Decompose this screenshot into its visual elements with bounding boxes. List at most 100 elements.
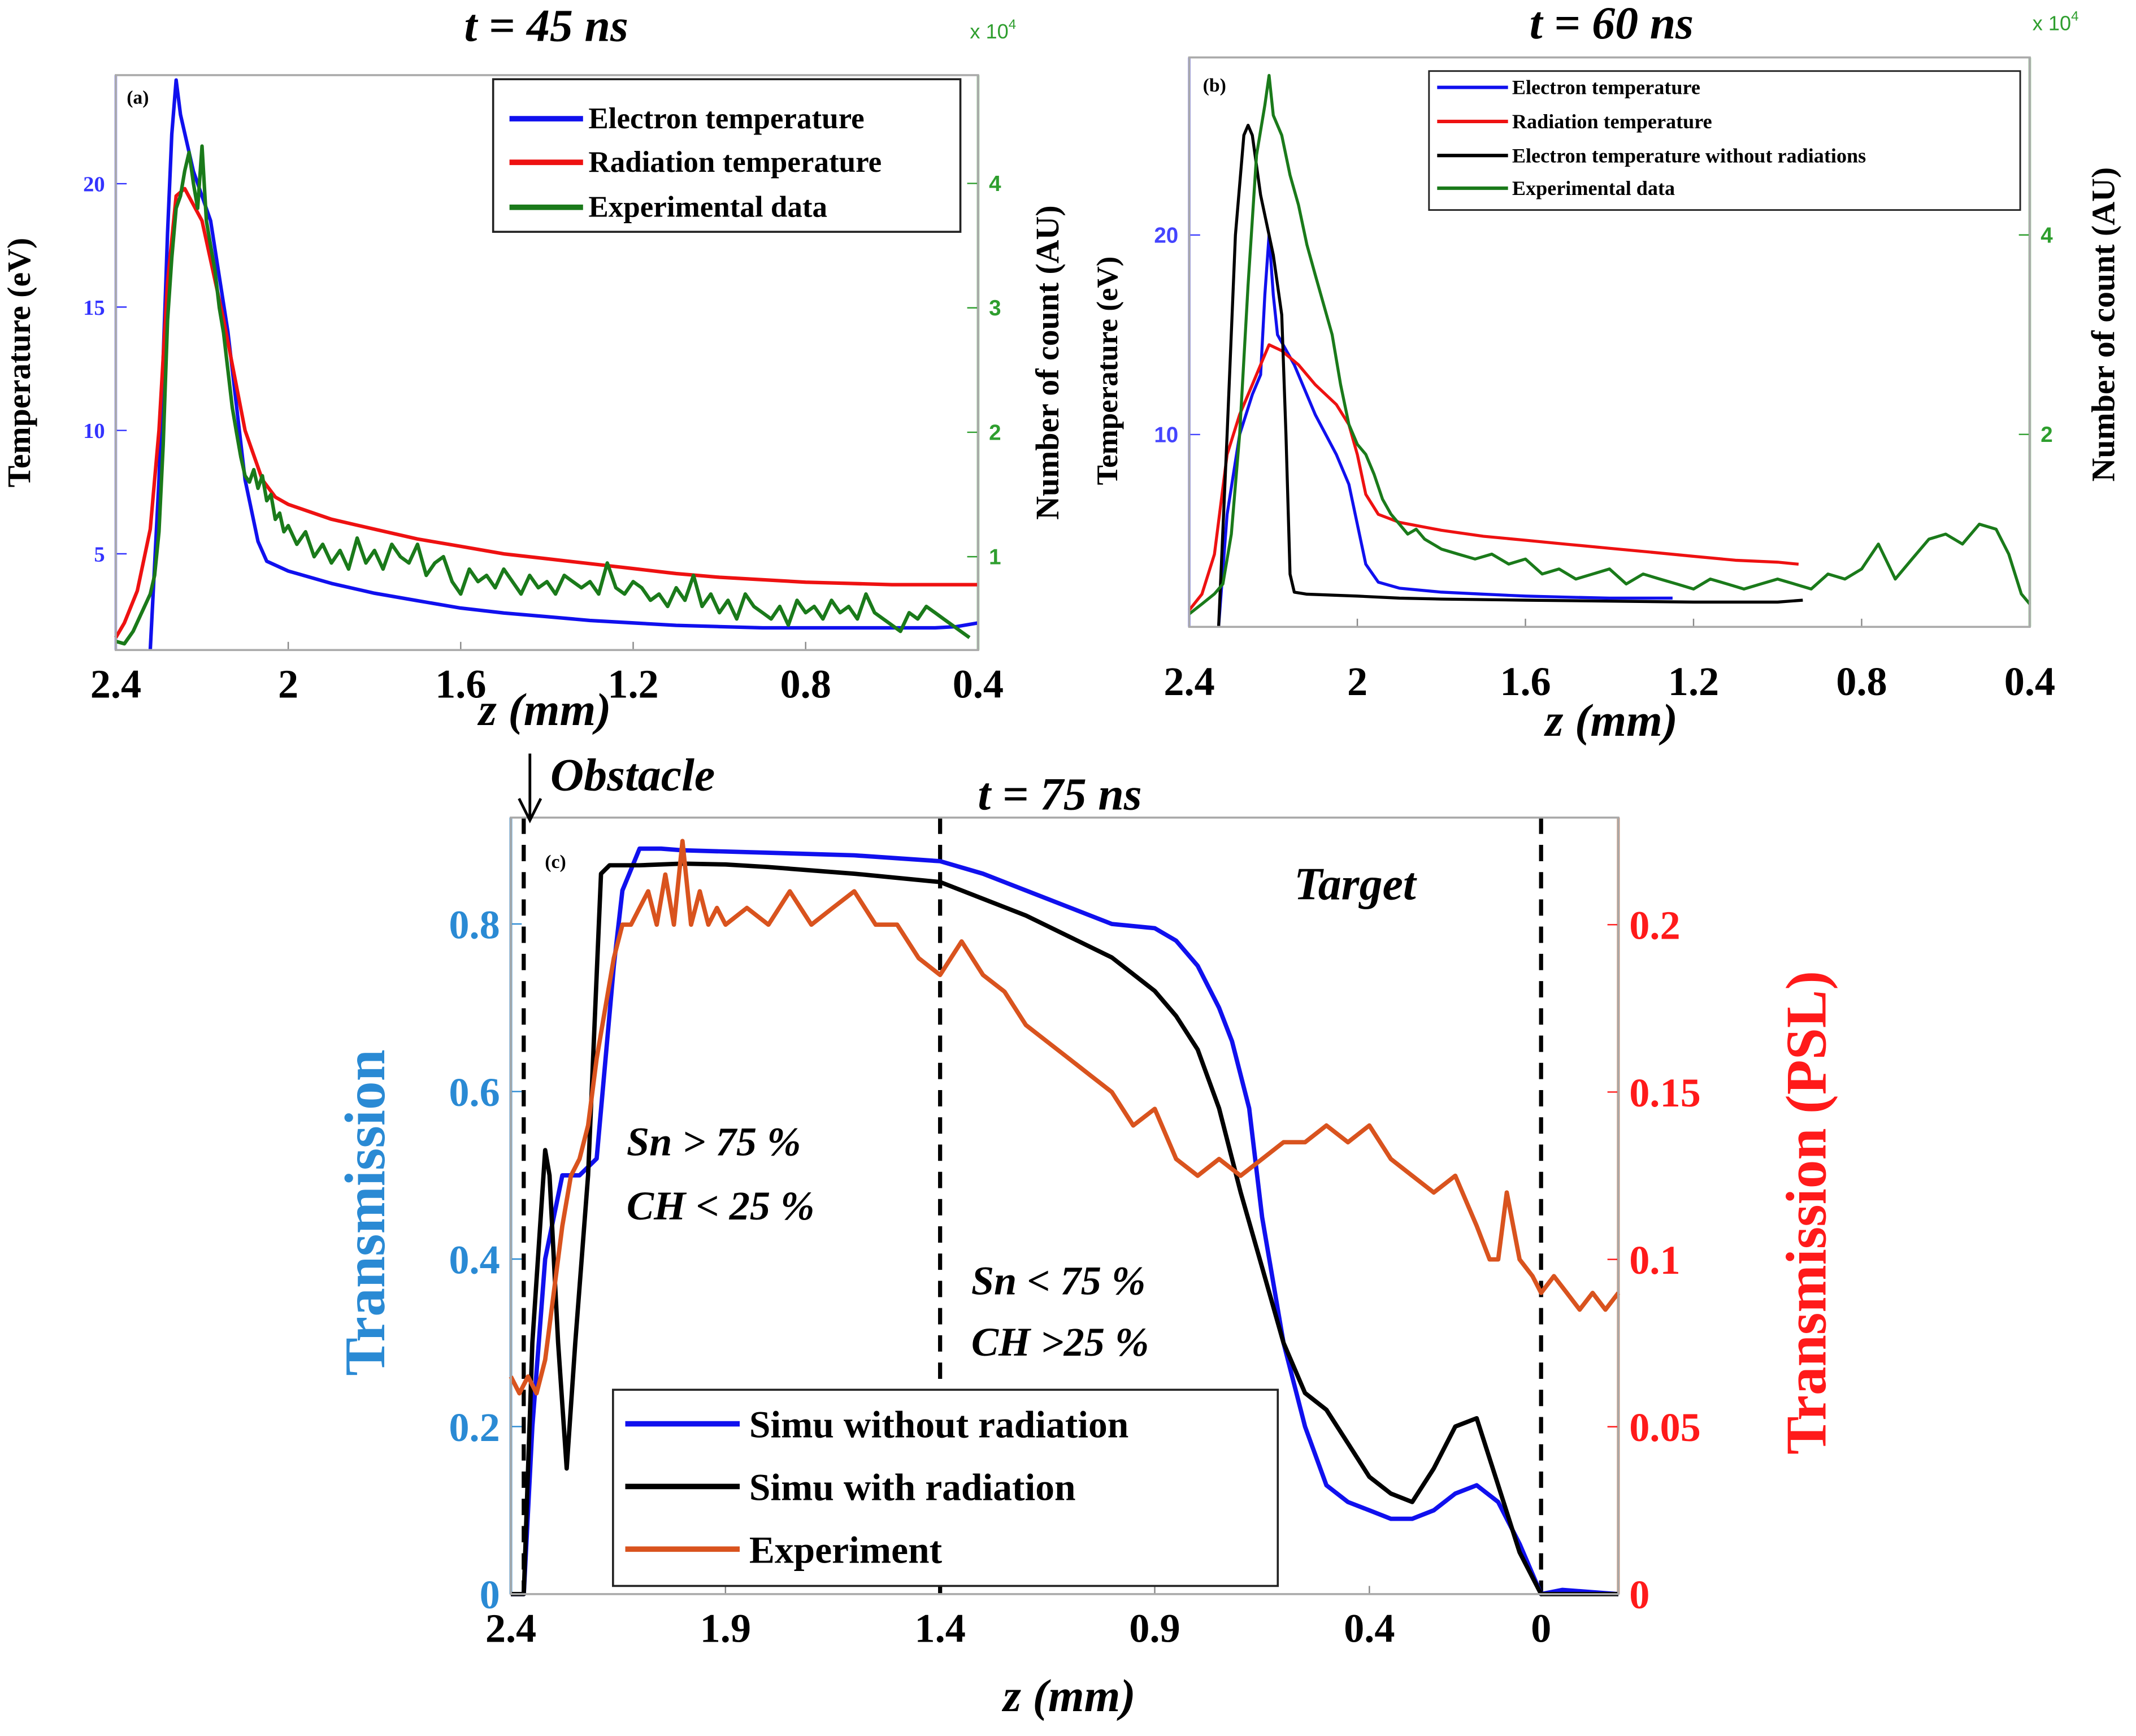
panel-a: t = 45 ns 2.4 2 1.6 1.2 0.8 0.4 5 10 15 20 1 2 3 4 (a…	[1, 0, 1066, 735]
obstacle-arrow-icon	[518, 753, 542, 824]
panel-a-ylabel: Temperature (eV)	[1, 238, 37, 488]
panel-c-dashed-lines	[522, 817, 1543, 1594]
y2-tick-label: 0.05	[1629, 1405, 1701, 1450]
y-tick-label: 0.6	[449, 1070, 500, 1115]
panel-b-xlabel: z (mm)	[1544, 695, 1678, 746]
x-tick-label: 1.2	[1668, 659, 1719, 704]
y2-tick-label: 0.1	[1629, 1238, 1680, 1283]
y-tick-label: 20	[1154, 223, 1178, 248]
series-line-simu-with-radiation	[511, 861, 1618, 1596]
y-tick-label: 0	[480, 1572, 500, 1617]
panel-c-ticks: 2.4 1.9 1.4 0.9 0.4 0 0 0.2 0.4 0.6 0.8 0 0.05 0.1 0.1…	[449, 817, 1701, 1651]
x-tick-label: 2	[1347, 659, 1367, 704]
panel-c-label: (c)	[545, 852, 566, 873]
x-tick-label: 1.9	[700, 1605, 751, 1651]
legend-label-radiation: Radiation temperature	[588, 146, 882, 179]
legend-box	[1428, 70, 2021, 211]
x-tick-label: 1.2	[607, 662, 658, 707]
panel-a-xlabel: z (mm)	[477, 684, 611, 735]
x-tick-label: 2.4	[1163, 659, 1214, 704]
x-tick-label: 0.9	[1129, 1605, 1180, 1651]
panel-b-legend: Electron temperature Radiation temperatu…	[1428, 70, 2021, 211]
series-line-radiation-temperature	[114, 186, 978, 639]
panel-b-y2label: Number of count (AU)	[2085, 167, 2121, 481]
annotation-ch-high: CH >25 %	[971, 1320, 1149, 1365]
y2-tick-label: 3	[989, 296, 1001, 320]
series-line-simu-without-radiation	[511, 846, 1619, 1596]
series-line-radiation-temperature	[1188, 343, 1799, 611]
panel-a-label: (a)	[127, 88, 149, 108]
annotation-sn-low: Sn < 75 %	[971, 1258, 1145, 1304]
y-tick-label: 0.4	[449, 1237, 500, 1282]
x-tick-label: 2.4	[90, 662, 141, 707]
annotation-sn-high: Sn > 75 %	[627, 1119, 801, 1165]
y2-tick-label: 1	[989, 545, 1001, 570]
panel-a-curves	[114, 78, 979, 650]
legend-label-experimental: Experimental data	[588, 191, 827, 224]
legend-label-radiation: Radiation temperature	[1512, 110, 1712, 133]
series-line-experimental-data	[115, 144, 971, 646]
panel-a-title: t = 45 ns	[464, 0, 628, 51]
y2-tick-label: 2	[2041, 423, 2052, 447]
series-line-electron-temperature-without-radiations	[1217, 124, 1803, 626]
x-tick-label: 2	[278, 662, 298, 707]
x-tick-label: 0.8	[1836, 659, 1887, 704]
panel-b-title: t = 60 ns	[1530, 0, 1694, 49]
y-tick-label: 10	[1154, 423, 1178, 447]
legend-label-electron: Electron temperature	[588, 102, 864, 135]
series-line-experiment	[509, 839, 1620, 1396]
y-tick-label: 0.8	[449, 902, 500, 947]
panel-a-multiplier: x 104	[970, 17, 1016, 43]
legend-label-electron: Electron temperature	[1512, 76, 1700, 99]
series-line-experimental-data	[1188, 73, 2031, 615]
legend-label-no-radiation: Simu without radiation	[749, 1404, 1128, 1446]
x-tick-label: 0.8	[780, 662, 831, 707]
y2-tick-label: 4	[2041, 223, 2053, 248]
panel-a-frame	[115, 74, 979, 652]
y2-tick-label: 0	[1629, 1572, 1649, 1617]
legend-label-experiment: Experiment	[749, 1529, 943, 1571]
annotation-ch-low: CH < 25 %	[627, 1183, 814, 1229]
y-tick-label: 0.2	[449, 1405, 500, 1450]
panel-b: t = 60 ns 2.4 2 1.6 1.2 0.8 0.4 10 20 2 4 (b) Ele…	[1091, 0, 2122, 746]
x-tick-label: 0.4	[1344, 1605, 1395, 1651]
x-tick-label: 0	[1531, 1605, 1551, 1651]
y2-tick-label: 0.15	[1629, 1070, 1701, 1116]
x-tick-label: 0.4	[953, 662, 1004, 707]
annotation-obstacle: Obstacle	[550, 749, 715, 801]
y-tick-label: 5	[94, 543, 105, 567]
annotation-target: Target	[1294, 858, 1417, 909]
panel-c-legend: Simu without radiation Simu with radiati…	[612, 1388, 1279, 1587]
panel-b-label: (b)	[1203, 75, 1226, 96]
panel-b-ylabel: Temperature (eV)	[1091, 257, 1124, 485]
panel-a-ticks: 2.4 2 1.6 1.2 0.8 0.4 5 10 15 20 1 2 3 4	[83, 75, 1004, 707]
x-tick-label: 2.4	[485, 1605, 536, 1651]
panel-b-multiplier: x 104	[2033, 9, 2079, 35]
panel-c-ylabel: Transmission	[333, 1049, 397, 1376]
series-line-electron-temperature	[148, 78, 979, 650]
legend-label-no-radiation: Electron temperature without radiations	[1512, 144, 1866, 167]
y-tick-label: 15	[83, 296, 105, 320]
panel-c-frame	[510, 816, 1620, 1595]
x-tick-label: 1.4	[914, 1605, 965, 1651]
y2-tick-label: 4	[989, 172, 1001, 196]
panel-c-title: t = 75 ns	[978, 768, 1141, 819]
panel-c-y2label: Transmission (PSL)	[1774, 971, 1838, 1455]
panel-c-curves	[509, 839, 1620, 1596]
panel-c-xlabel: z (mm)	[1001, 1670, 1135, 1721]
y2-tick-label: 0.2	[1629, 903, 1680, 948]
panel-b-curves	[1188, 73, 2031, 627]
y-tick-label: 20	[83, 173, 105, 197]
panel-c: t = 75 ns 2.4 1.9 1.4 0.9 0.4 0 0 0.2 0.4 0.6 0.8 0…	[333, 749, 1838, 1722]
y-tick-label: 10	[83, 419, 105, 443]
panel-b-frame	[1188, 56, 2031, 628]
series-line-electron-temperature	[1217, 233, 1673, 627]
legend-label-with-radiation: Simu with radiation	[749, 1466, 1076, 1509]
x-tick-label: 1.6	[1500, 659, 1551, 704]
panel-a-y2label: Number of count (AU)	[1029, 205, 1066, 519]
panel-a-legend: Electron temperature Radiation temperatu…	[492, 78, 962, 233]
x-tick-label: 0.4	[2004, 659, 2055, 704]
y2-tick-label: 2	[989, 420, 1001, 445]
legend-label-experimental: Experimental data	[1512, 177, 1675, 199]
